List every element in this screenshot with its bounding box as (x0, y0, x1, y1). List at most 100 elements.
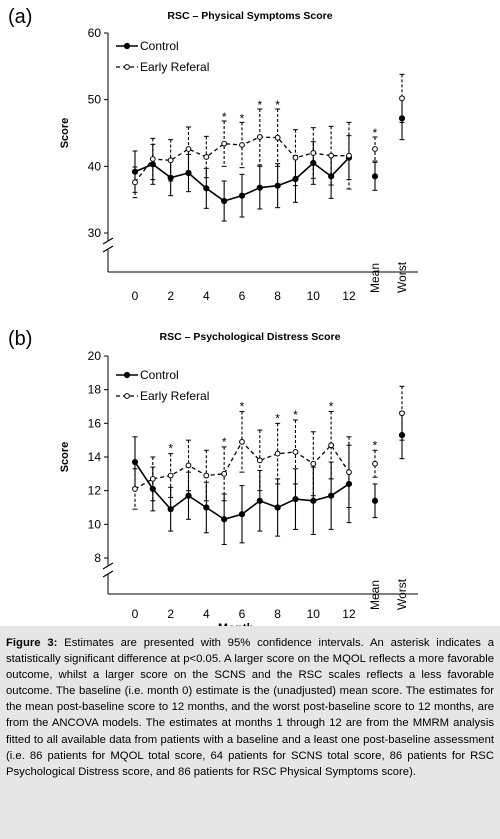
x-tick-label: 0 (132, 607, 139, 621)
y-tick-label: 18 (88, 383, 102, 397)
marker-early-referal (292, 154, 299, 161)
marker-control (292, 495, 299, 503)
marker-early-referal (399, 410, 405, 417)
legend-label-early-referal: Early Referal (140, 389, 209, 403)
chart-title: RSC – Physical Symptoms Score (167, 10, 332, 22)
x-tick-label: 12 (342, 607, 356, 621)
significance-asterisk: * (240, 400, 245, 414)
marker-early-referal (149, 475, 156, 482)
y-tick-label: 16 (88, 416, 102, 430)
chart-psychological-distress: RSC – Psychological Distress Score 8 10 12 1… (59, 331, 418, 626)
marker-early-referal (346, 469, 352, 476)
marker-control (371, 497, 379, 504)
marker-early-referal (221, 140, 228, 147)
marker-early-referal (239, 142, 245, 148)
marker-early-referal (149, 156, 156, 162)
x-tick-label: 4 (203, 289, 210, 303)
legend-label-control: Control (140, 368, 179, 382)
caption-text: Estimates are presented with 95% confide… (6, 637, 494, 778)
x-axis-label: Month (218, 304, 254, 306)
x-tick-label: 4 (203, 607, 210, 621)
legend-marker-early-referal (124, 64, 130, 70)
marker-control (185, 169, 192, 177)
legend-label-control: Control (140, 39, 179, 53)
marker-control (274, 504, 281, 511)
marker-control (131, 458, 139, 466)
marker-early-referal (372, 460, 378, 467)
y-axis-label: Score (59, 118, 71, 149)
y-tick-label: 50 (88, 93, 102, 107)
significance-asterisk: * (168, 442, 173, 456)
y-axis-label: Score (59, 442, 71, 473)
marker-early-referal (167, 472, 174, 479)
marker-control (238, 192, 246, 199)
y-tick-label: 10 (88, 517, 102, 531)
x-tick-label: 12 (342, 289, 356, 303)
x-tick-label: 2 (167, 289, 174, 303)
marker-early-referal (239, 438, 245, 445)
marker-control (203, 504, 210, 511)
significance-asterisk: * (240, 111, 245, 125)
marker-early-referal (346, 152, 352, 159)
legend-label-early-referal: Early Referal (140, 60, 209, 74)
marker-early-referal (256, 457, 263, 464)
x-extra-label: Mean (368, 263, 382, 293)
marker-control (221, 516, 228, 523)
marker-early-referal (185, 462, 192, 469)
marker-early-referal (256, 134, 263, 140)
y-tick-label: 40 (88, 159, 102, 173)
marker-control (371, 173, 379, 180)
figure-caption: Figure 3: Estimates are presented with 9… (0, 626, 500, 839)
marker-early-referal (274, 450, 281, 457)
significance-asterisk: * (373, 126, 378, 140)
marker-early-referal (221, 470, 228, 477)
marker-control (310, 497, 317, 504)
x-tick-label: 6 (239, 607, 246, 621)
marker-control (328, 492, 335, 499)
y-tick-label: 20 (88, 349, 102, 363)
marker-early-referal (310, 150, 317, 156)
chart-physical-symptoms: RSC – Physical Symptoms Score30405060Sco… (59, 10, 418, 306)
axis-break-mark (102, 562, 114, 570)
marker-early-referal (328, 152, 335, 159)
x-tick-label: 2 (167, 607, 174, 621)
marker-control (167, 506, 174, 513)
x-tick-label: 10 (307, 607, 321, 621)
significance-asterisk: * (329, 400, 334, 414)
marker-control (185, 492, 192, 499)
significance-asterisk: * (293, 408, 298, 422)
axis-break-mark (102, 245, 114, 253)
y-tick-label: 60 (88, 26, 102, 40)
axis-break-mark (102, 237, 114, 245)
y-tick-label: 14 (88, 450, 102, 464)
marker-control (274, 182, 281, 189)
marker-early-referal (399, 95, 405, 102)
caption-lead: Figure 3: (6, 637, 58, 649)
marker-early-referal (292, 449, 299, 455)
marker-control (221, 197, 228, 205)
significance-asterisk: * (222, 435, 227, 449)
panel-b-label: (b) (8, 328, 33, 350)
significance-asterisk: * (373, 438, 378, 452)
marker-early-referal (203, 154, 210, 160)
marker-control (238, 511, 246, 518)
marker-early-referal (328, 442, 335, 449)
marker-early-referal (132, 486, 138, 492)
x-tick-label: 8 (274, 289, 281, 303)
chart-title: RSC – Psychological Distress Score (160, 331, 341, 343)
marker-early-referal (167, 157, 174, 164)
significance-asterisk: * (257, 98, 262, 112)
y-tick-label: 8 (94, 551, 101, 565)
legend-marker-control (123, 42, 131, 50)
marker-early-referal (185, 146, 192, 152)
legend-marker-control (123, 371, 131, 379)
y-tick-label: 12 (88, 484, 102, 498)
marker-early-referal (372, 146, 378, 152)
x-extra-label: Worst (395, 578, 409, 610)
marker-control (256, 497, 263, 504)
x-tick-label: 10 (307, 289, 321, 303)
marker-control (256, 184, 263, 191)
marker-control (203, 185, 210, 192)
y-tick-label: 30 (88, 226, 102, 240)
x-tick-label: 0 (132, 289, 139, 303)
